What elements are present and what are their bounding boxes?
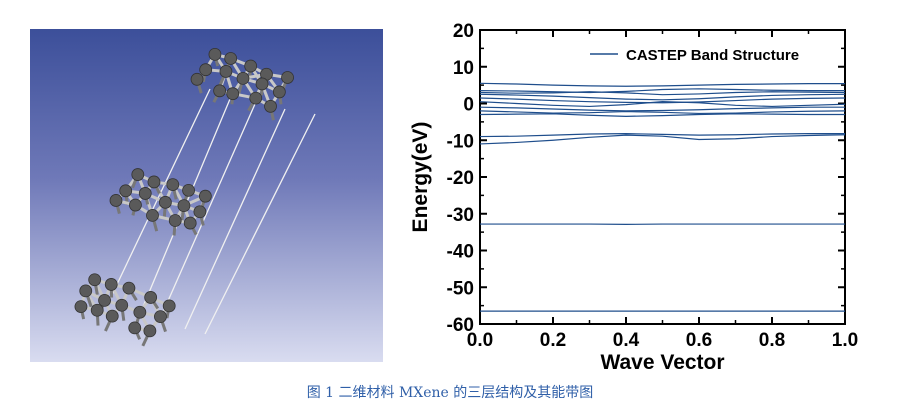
atom xyxy=(74,300,88,313)
atom xyxy=(168,214,182,227)
x-tick-label: 0.2 xyxy=(540,330,566,351)
y-tick-label: -20 xyxy=(447,168,474,189)
atom xyxy=(190,72,204,86)
x-tick-label: 0.8 xyxy=(759,330,785,351)
interlayer-link-line xyxy=(159,103,256,320)
band-line xyxy=(479,88,845,94)
atom xyxy=(198,189,212,203)
legend-label: CASTEP Band Structure xyxy=(626,47,799,64)
atom xyxy=(281,71,294,84)
mxene-structure-svg xyxy=(74,47,316,347)
atom xyxy=(272,85,286,99)
interlayer-link-line xyxy=(204,113,316,335)
y-axis-title: Energy(eV) xyxy=(409,122,432,233)
atom xyxy=(244,59,258,73)
atom xyxy=(208,47,222,61)
atom xyxy=(158,195,172,209)
y-tick-label: -40 xyxy=(447,242,474,263)
atom xyxy=(144,291,158,304)
y-tick-label: 10 xyxy=(453,58,474,79)
band-line xyxy=(479,82,845,87)
atom xyxy=(115,298,129,312)
band-line xyxy=(479,91,846,96)
interlayer-links xyxy=(109,88,316,335)
band-line xyxy=(479,106,845,112)
band-line xyxy=(479,110,846,115)
atomic-layers xyxy=(74,47,294,347)
mxene-structure-image xyxy=(30,29,383,362)
atom xyxy=(182,183,195,197)
atom xyxy=(183,216,197,230)
atom xyxy=(226,87,240,101)
atom xyxy=(133,305,147,319)
band-line xyxy=(479,134,846,145)
atomic-layer xyxy=(74,273,176,347)
chart-legend: CASTEP Band Structure xyxy=(590,47,799,64)
band-lines xyxy=(479,82,846,312)
atom xyxy=(131,168,145,181)
atom xyxy=(90,303,104,317)
y-tick-label: -30 xyxy=(447,205,474,226)
atom xyxy=(88,273,102,287)
figure-caption: 图 1 二维材料 MXene 的三层结构及其能带图 xyxy=(306,385,594,401)
atom xyxy=(119,184,133,198)
x-tick-label: 0.4 xyxy=(613,330,640,351)
x-tick-label: 0.6 xyxy=(686,330,712,351)
atomic-layer xyxy=(190,47,294,121)
y-tick-label: -50 xyxy=(447,278,474,299)
atom xyxy=(104,278,118,291)
band-line xyxy=(479,133,845,138)
x-tick-label: 0.0 xyxy=(467,330,493,351)
y-tick-label: -10 xyxy=(447,131,474,152)
atom xyxy=(199,63,213,77)
atom xyxy=(255,77,269,91)
atom xyxy=(213,84,227,98)
atom xyxy=(122,281,136,295)
atom xyxy=(128,321,142,335)
atom xyxy=(105,309,119,323)
atom xyxy=(109,194,123,207)
x-axis-ticks: 0.0 0.2 0.4 0.6 0.8 1.0 xyxy=(467,30,858,351)
atom xyxy=(219,65,233,78)
atom xyxy=(162,299,176,313)
band-structure-chart: 20 10 0 -10 -20 -30 -40 -50 -60 0.0 0.2 0.4 0.6 0.8 1… xyxy=(405,14,875,382)
y-tick-label: 20 xyxy=(453,21,474,42)
atom xyxy=(249,91,263,105)
y-tick-label: 0 xyxy=(463,95,474,116)
atom xyxy=(154,310,167,324)
atom xyxy=(138,187,152,200)
atom xyxy=(79,284,93,298)
atom xyxy=(143,324,157,338)
atom xyxy=(146,209,159,222)
atom xyxy=(147,175,161,189)
atomic-layer xyxy=(109,168,212,236)
y-tick-label: -60 xyxy=(447,315,474,336)
band-line xyxy=(479,113,845,117)
atom xyxy=(177,199,191,213)
x-tick-label: 1.0 xyxy=(832,330,858,351)
band-structure-svg: 20 10 0 -10 -20 -30 -40 -50 -60 0.0 0.2 0.4 0.6 0.8 1… xyxy=(409,21,858,374)
band-line xyxy=(479,93,846,101)
interlayer-link-line xyxy=(184,108,286,330)
atom xyxy=(264,99,277,113)
y-axis-ticks: 20 10 0 -10 -20 -30 -40 -50 -60 xyxy=(447,21,845,336)
atom xyxy=(166,178,180,191)
band-line xyxy=(479,101,846,108)
atom xyxy=(98,293,111,307)
atom xyxy=(236,72,250,85)
atom xyxy=(224,52,238,65)
atom xyxy=(129,198,142,212)
atom xyxy=(193,205,207,219)
plot-frame xyxy=(479,29,846,325)
x-axis-title: Wave Vector xyxy=(600,351,724,374)
band-line xyxy=(479,97,846,104)
